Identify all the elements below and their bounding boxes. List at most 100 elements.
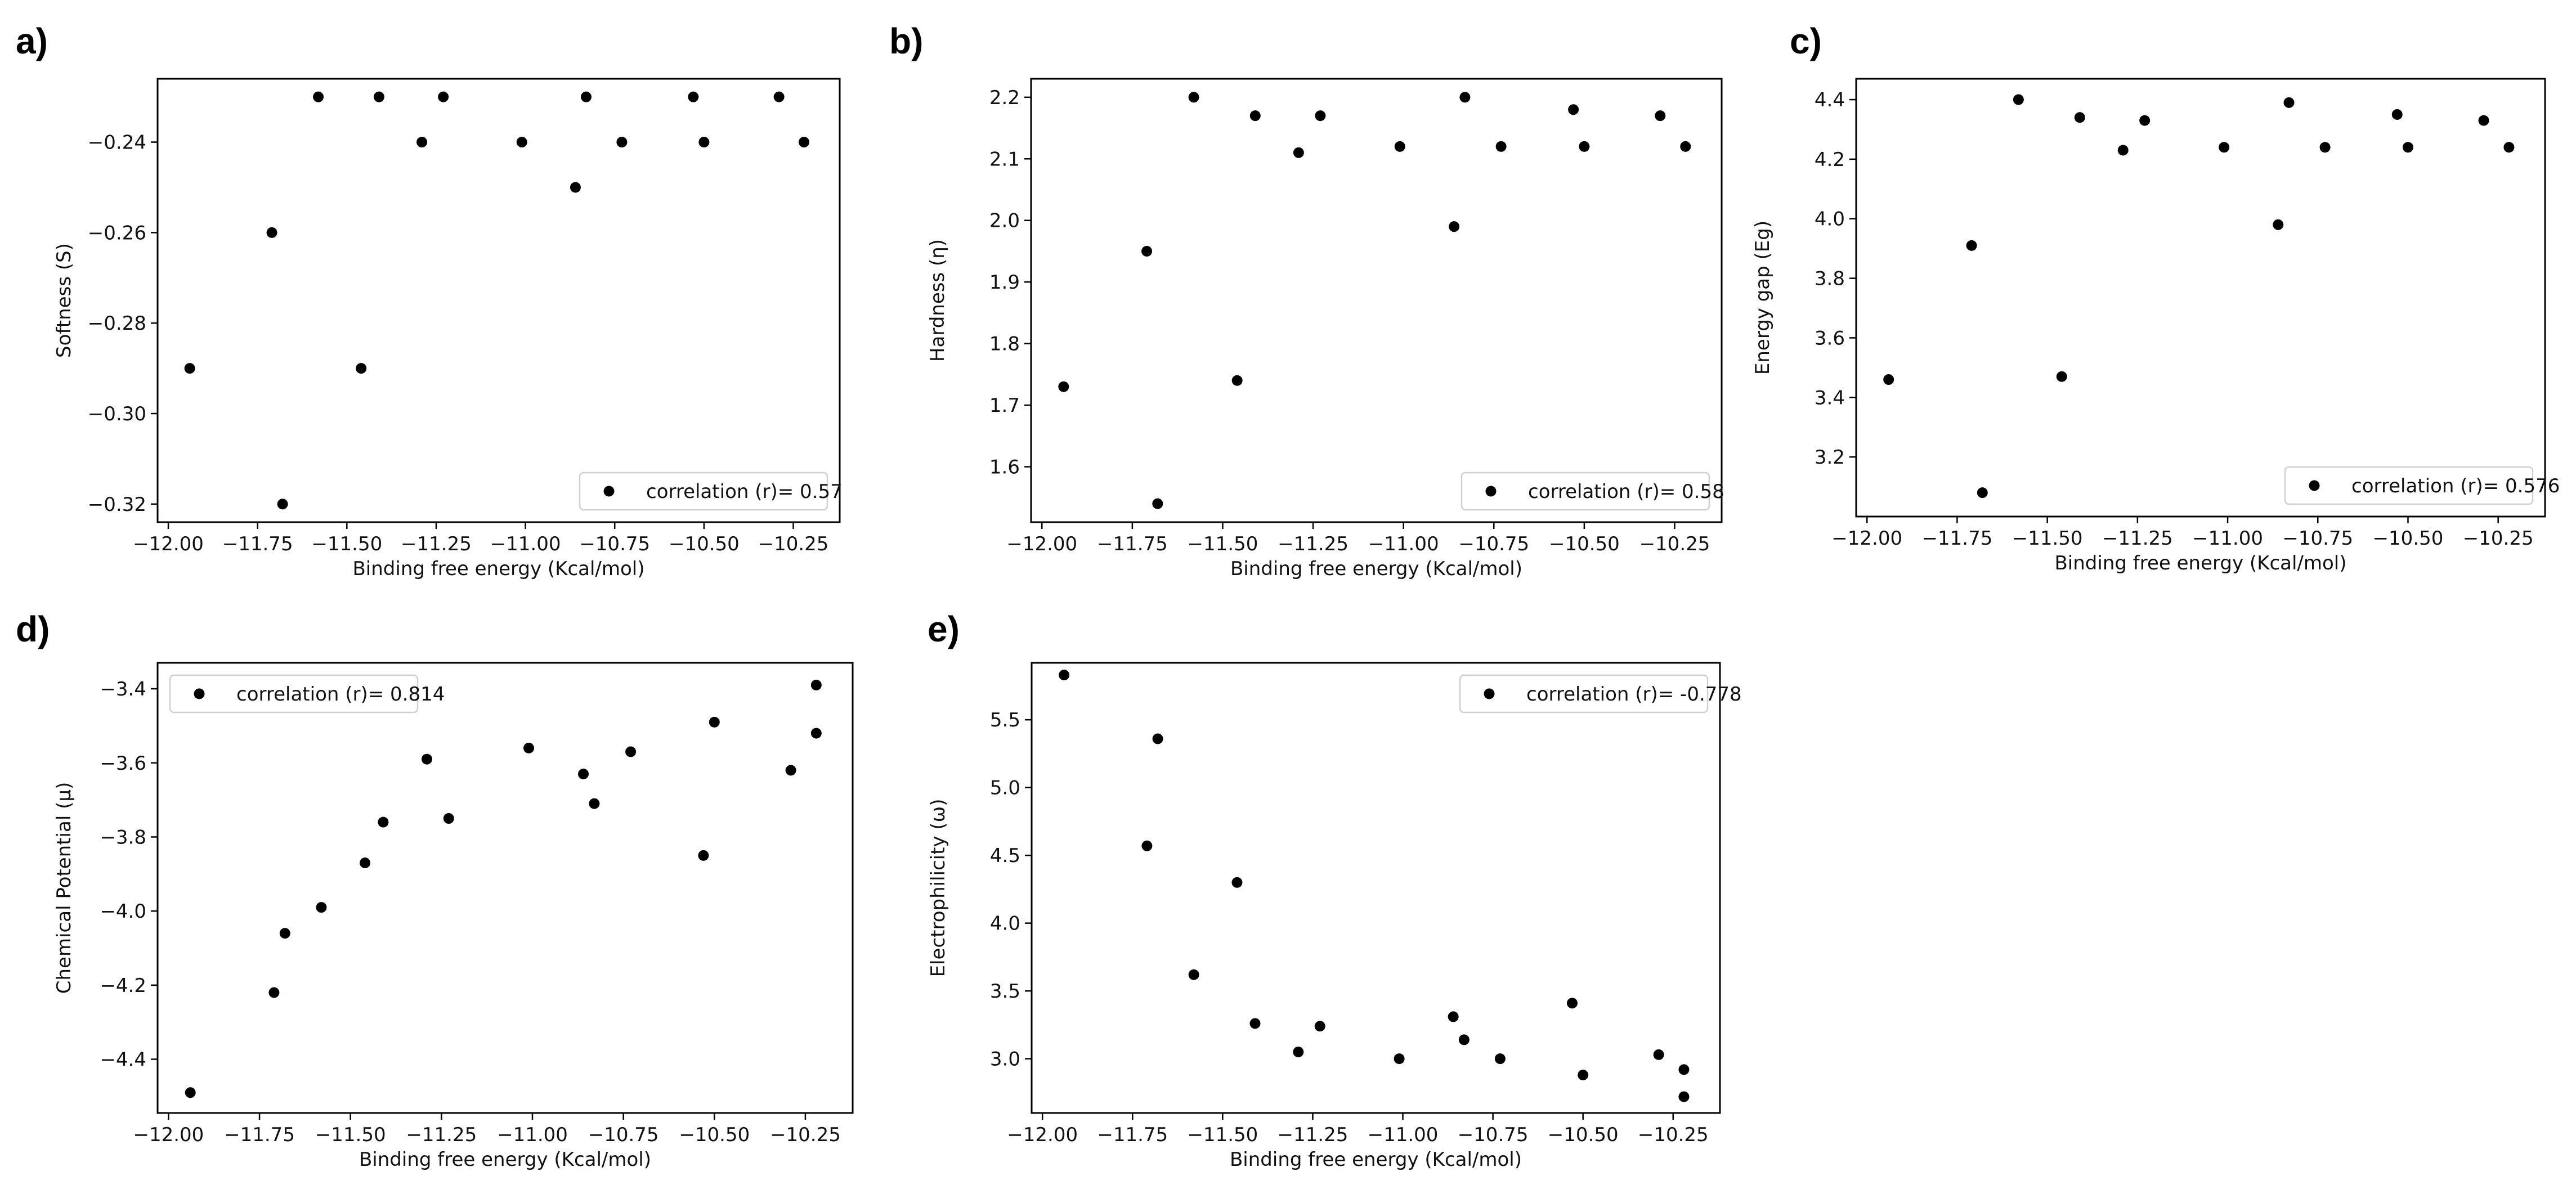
chart-3-x-tick-label: −10.50 — [2373, 527, 2444, 550]
chart-3-data-point — [2283, 97, 2295, 108]
chart-4-x-tick-label: −10.25 — [770, 1124, 841, 1146]
chart-5-data-point — [1578, 1070, 1589, 1081]
chart-3-legend: correlation (r)= 0.576 — [2284, 466, 2560, 505]
chart-4-data-point — [268, 987, 280, 998]
chart-3-data-point — [2478, 115, 2489, 126]
chart-4-panel-label: d) — [16, 609, 50, 649]
chart-4-x-tick-label: −10.75 — [588, 1124, 659, 1146]
chart-4-y-tick-label: −3.4 — [100, 678, 146, 701]
chart-2-x-tick-label: −10.75 — [1458, 533, 1529, 555]
chart-5-panel-label: e) — [928, 609, 960, 649]
chart-5-data-point — [1678, 1091, 1690, 1102]
chart-2: b) −12.00 −11.75 −11.50 −11.25 −11.00 −10.75 −1… — [889, 21, 1724, 580]
chart-2-y-tick-label: 1.6 — [989, 456, 1020, 479]
chart-5-data-point — [1653, 1049, 1664, 1060]
chart-2-x-axis-label: Binding free energy (Kcal/mol) — [1230, 558, 1522, 580]
chart-2-data-point — [1315, 110, 1326, 122]
chart-5-data-point — [1394, 1053, 1405, 1065]
chart-4: d) −12.00 −11.75 −11.50 −11.25 −11.00 −10.75 −1… — [16, 609, 854, 1171]
chart-1-panel-label: a) — [16, 21, 48, 61]
chart-2-x-tick-label: −10.25 — [1639, 533, 1710, 555]
chart-1-y-axis-label: Softness (S) — [53, 243, 75, 358]
chart-4-y-tick-label: −4.2 — [100, 975, 146, 997]
chart-5-x-tick-label: −11.75 — [1097, 1124, 1168, 1146]
chart-3-legend-marker — [2309, 480, 2320, 491]
chart-4-legend: correlation (r)= 0.814 — [169, 674, 445, 713]
chart-3-y-tick-label: 4.4 — [1815, 89, 1845, 111]
chart-4-data-point — [279, 928, 290, 939]
chart-3-x-axis-label: Binding free energy (Kcal/mol) — [2054, 552, 2346, 574]
chart-4-data-point — [421, 753, 432, 765]
chart-4-data-point — [578, 769, 589, 780]
chart-1-legend-label: correlation (r)= 0.57 — [646, 481, 843, 503]
chart-2-x-tick-label: −11.00 — [1368, 533, 1439, 555]
chart-1-y-tick-label: −0.30 — [88, 403, 146, 425]
chart-1-legend-marker — [603, 486, 615, 497]
chart-5-legend-box — [1459, 674, 1709, 713]
chart-5-y-tick-label: 5.5 — [990, 709, 1020, 731]
chart-5-data-point — [1231, 877, 1243, 888]
chart-3-y-tick-label: 3.8 — [1815, 268, 1845, 290]
chart-1-x-tick-label: −11.50 — [311, 533, 382, 555]
chart-1-x-tick-label: −10.25 — [758, 533, 829, 555]
chart-2-legend: correlation (r)= 0.58 — [1461, 472, 1724, 511]
chart-3-x-tick-label: −11.75 — [1922, 527, 1993, 550]
chart-2-y-tick-label: 1.9 — [989, 271, 1020, 294]
chart-1-data-point — [277, 499, 288, 510]
chart-2-data-point — [1495, 141, 1507, 152]
chart-4-data-point — [810, 728, 822, 739]
chart-5-legend: correlation (r)= -0.778 — [1459, 674, 1742, 713]
chart-2-data-point — [1394, 141, 1405, 152]
chart-5-y-tick-label: 3.5 — [990, 980, 1020, 1003]
chart-1-data-point — [698, 137, 710, 148]
chart-4-data-point — [589, 798, 600, 809]
chart-2-plot-frame — [1030, 78, 1723, 523]
chart-4-x-tick-label: −10.50 — [679, 1124, 750, 1146]
chart-1-data-point — [773, 91, 785, 102]
chart-2-x-tick-label: −11.75 — [1097, 533, 1168, 555]
chart-5-y-tick-label: 3.0 — [990, 1048, 1020, 1071]
chart-2-data-point — [1188, 92, 1199, 103]
chart-3-data-point — [2013, 94, 2024, 105]
chart-1-y-tick-label: −0.26 — [88, 222, 146, 244]
chart-3-y-tick-label: 4.0 — [1815, 208, 1845, 231]
chart-1-data-point — [616, 137, 628, 148]
chart-2-legend-box — [1461, 472, 1710, 511]
chart-4-x-tick-label: −11.00 — [497, 1124, 568, 1146]
chart-4-data-point — [709, 716, 720, 728]
chart-2-x-tick-label: −10.50 — [1549, 533, 1620, 555]
chart-5-x-tick-label: −11.00 — [1368, 1124, 1439, 1146]
chart-2-data-point — [1231, 375, 1243, 386]
chart-1-legend: correlation (r)= 0.57 — [579, 472, 843, 511]
chart-2-y-tick-label: 2.2 — [989, 87, 1020, 109]
chart-3-data-point — [2402, 142, 2413, 153]
chart-5-y-tick-label: 4.5 — [990, 845, 1020, 867]
chart-5-x-tick-label: −10.75 — [1458, 1124, 1529, 1146]
chart-5-x-axis-label: Binding free energy (Kcal/mol) — [1230, 1148, 1522, 1171]
chart-2-data-point — [1249, 110, 1261, 122]
chart-1-data-point — [266, 227, 277, 238]
chart-5-data-point — [1293, 1047, 1304, 1058]
chart-3-data-point — [2319, 142, 2331, 153]
chart-1-y-tick-label: −0.32 — [88, 493, 146, 516]
chart-4-data-point — [185, 1087, 196, 1098]
chart-4-legend-marker — [194, 688, 205, 699]
chart-4-y-tick-label: −3.6 — [100, 752, 146, 775]
chart-5-legend-marker — [1484, 688, 1495, 699]
chart-1-x-tick-label: −11.75 — [222, 533, 293, 555]
chart-1-data-point — [373, 91, 384, 102]
chart-2-data-point — [1655, 110, 1666, 122]
chart-1-data-point — [313, 91, 324, 102]
chart-1-data-point — [516, 137, 527, 148]
chart-4-x-tick-label: −11.75 — [224, 1124, 295, 1146]
chart-3-x-tick-label: −11.00 — [2192, 527, 2263, 550]
chart-4-x-tick-label: −11.50 — [315, 1124, 386, 1146]
chart-5-x-tick-label: −10.25 — [1638, 1124, 1709, 1146]
chart-5-data-point — [1678, 1064, 1690, 1075]
chart-1-x-tick-label: −11.25 — [401, 533, 472, 555]
chart-3-data-point — [1966, 240, 1977, 251]
chart-3-legend-label: correlation (r)= 0.576 — [2351, 475, 2560, 497]
chart-1-data-point — [688, 91, 699, 102]
chart-4-y-tick-label: −4.0 — [100, 900, 146, 923]
